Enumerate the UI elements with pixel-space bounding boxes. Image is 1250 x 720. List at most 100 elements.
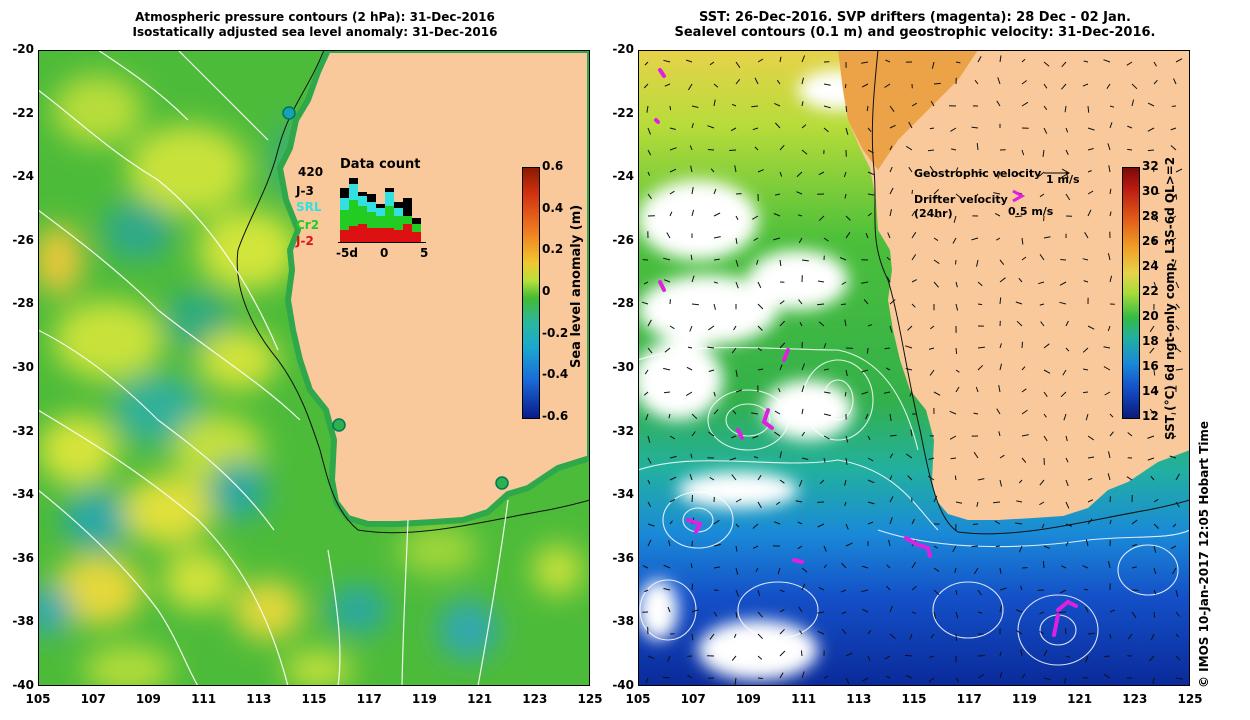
velocity-arrow xyxy=(647,193,652,200)
right-title-line1: SST: 26-Dec-2016. SVP drifters (magenta)… xyxy=(699,10,1131,25)
geostrophic-scale-arrow xyxy=(1044,168,1071,177)
velocity-arrow xyxy=(1127,125,1133,129)
velocity-arrow xyxy=(644,589,649,593)
velocity-arrow xyxy=(845,677,850,684)
drifter-label: Drifter velocity xyxy=(914,193,1008,206)
left-title-line2: Isostatically adjusted sea level anomaly… xyxy=(132,25,498,39)
velocity-arrow xyxy=(690,254,693,261)
velocity-arrow xyxy=(729,149,737,151)
velocity-arrow xyxy=(867,127,872,132)
velocity-arrow xyxy=(647,347,653,354)
velocity-arrow xyxy=(999,605,1003,613)
velocity-arrow xyxy=(933,545,938,549)
velocity-arrow xyxy=(1172,567,1177,575)
pressure-contours xyxy=(38,50,509,686)
velocity-arrow xyxy=(1131,99,1135,107)
velocity-arrow xyxy=(1021,256,1027,261)
histogram-xtick: 5 xyxy=(420,246,429,260)
velocity-arrow xyxy=(757,589,761,597)
velocity-arrow xyxy=(1153,369,1156,376)
latitude-tick: -34 xyxy=(12,487,34,502)
velocity-arrow xyxy=(1043,369,1051,374)
velocity-arrow xyxy=(1152,677,1155,684)
velocity-arrow xyxy=(1061,565,1067,569)
velocity-arrow xyxy=(1039,303,1045,306)
velocity-arrow xyxy=(666,232,671,239)
velocity-arrow xyxy=(933,567,940,572)
velocity-arrow xyxy=(1082,258,1089,261)
velocity-arrow xyxy=(669,211,673,217)
velocity-arrow xyxy=(669,435,676,440)
velocity-arrow xyxy=(865,413,869,420)
velocity-arrow xyxy=(950,127,957,132)
velocity-arrow xyxy=(929,127,935,130)
velocity-arrow xyxy=(999,567,1002,574)
velocity-arrow xyxy=(1103,673,1111,679)
colorbar-tick: 0.6 xyxy=(542,159,564,173)
velocity-arrow xyxy=(1021,366,1026,371)
velocity-arrow xyxy=(1103,366,1111,371)
data-count-histogram xyxy=(338,178,426,243)
velocity-arrow xyxy=(911,561,917,569)
velocity-arrow xyxy=(713,589,719,591)
velocity-arrow xyxy=(1043,435,1048,442)
velocity-arrow xyxy=(818,321,825,327)
velocity-arrow xyxy=(867,501,875,505)
velocity-arrow xyxy=(996,237,1001,241)
velocity-arrow xyxy=(1153,567,1157,575)
velocity-arrow xyxy=(862,608,869,613)
velocity-arrow xyxy=(844,83,847,89)
velocity-arrow xyxy=(1039,254,1045,261)
velocity-arrow xyxy=(1150,475,1155,481)
velocity-arrow xyxy=(971,545,979,548)
velocity-arrow xyxy=(933,589,940,596)
velocity-arrow xyxy=(1172,215,1177,219)
velocity-arrow xyxy=(971,237,979,241)
velocity-arrow xyxy=(753,237,759,242)
velocity-arrow xyxy=(713,543,721,547)
velocity-arrow xyxy=(905,368,913,371)
velocity-arrow xyxy=(1015,522,1023,525)
velocity-arrow xyxy=(779,589,785,593)
velocity-arrow xyxy=(713,188,717,195)
velocity-arrow xyxy=(1059,281,1067,286)
velocity-arrow xyxy=(799,630,803,635)
velocity-arrow xyxy=(889,299,896,305)
velocity-arrow xyxy=(779,320,785,327)
velocity-arrow xyxy=(686,59,693,63)
velocity-arrow xyxy=(1107,473,1111,481)
velocity-arrow xyxy=(1175,347,1182,353)
velocity-arrow xyxy=(841,628,847,635)
velocity-arrow xyxy=(801,567,808,573)
velocity-arrow xyxy=(1065,541,1069,547)
velocity-arrow xyxy=(1083,368,1089,371)
velocity-arrow xyxy=(1021,673,1026,679)
histogram-xtick: 0 xyxy=(380,246,389,260)
longitude-tick: 117 xyxy=(356,692,382,706)
velocity-arrow xyxy=(1108,561,1111,569)
velocity-arrow xyxy=(752,545,759,549)
velocity-arrow xyxy=(1039,611,1045,615)
velocity-arrow xyxy=(997,77,1001,85)
velocity-arrow xyxy=(691,431,696,437)
velocity-arrow xyxy=(973,412,979,415)
velocity-arrow xyxy=(1107,253,1111,261)
velocity-arrow xyxy=(905,674,913,679)
velocity-arrow xyxy=(1153,589,1157,595)
velocity-arrow xyxy=(861,83,869,88)
velocity-arrow xyxy=(1087,499,1094,503)
velocity-arrow xyxy=(1021,388,1027,393)
velocity-arrow xyxy=(883,391,891,394)
velocity-arrow xyxy=(1175,655,1181,661)
velocity-arrow xyxy=(779,144,785,151)
velocity-arrow xyxy=(976,143,979,151)
velocity-arrow xyxy=(999,55,1002,63)
velocity-arrow xyxy=(999,479,1002,487)
velocity-arrow xyxy=(1043,343,1050,349)
histogram-xtick: -5d xyxy=(336,246,358,260)
longitude-tick: 105 xyxy=(25,692,51,706)
velocity-arrow xyxy=(998,385,1001,393)
velocity-arrow xyxy=(823,435,830,440)
velocity-arrow xyxy=(929,165,935,173)
velocity-arrow xyxy=(687,83,693,91)
